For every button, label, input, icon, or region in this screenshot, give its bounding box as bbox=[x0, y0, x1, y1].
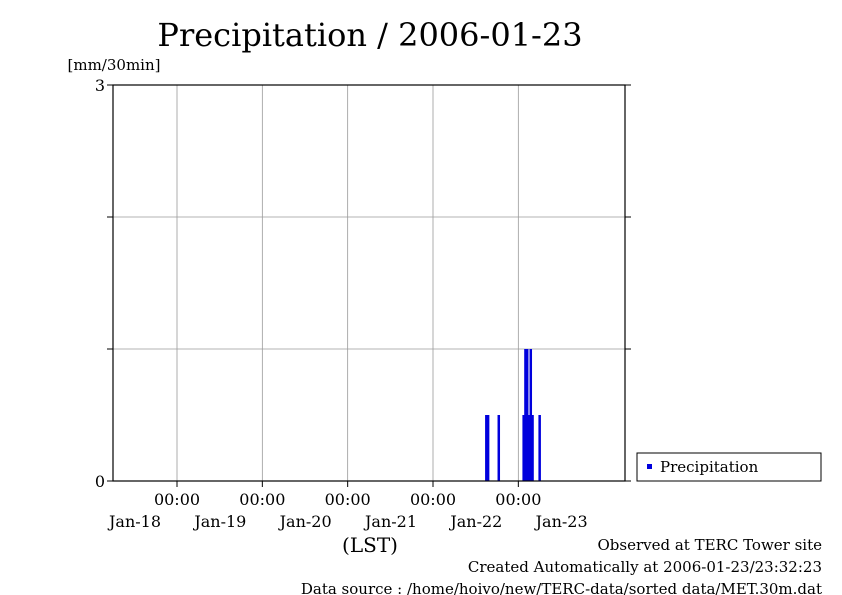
x-tick-label: 00:00 bbox=[325, 490, 371, 509]
precipitation-bar bbox=[524, 349, 527, 481]
legend-entry-precipitation: Precipitation bbox=[660, 458, 759, 476]
date-label: Jan-21 bbox=[363, 512, 417, 531]
legend: Precipitation bbox=[636, 452, 822, 482]
x-tick-label: 00:00 bbox=[154, 490, 200, 509]
y-tick-labels: 03 bbox=[95, 76, 105, 491]
precipitation-bar bbox=[525, 349, 529, 481]
y-tick-label: 0 bbox=[95, 472, 105, 491]
precipitation-bar bbox=[529, 349, 533, 481]
date-labels: Jan-18 Jan-19 Jan-20 Jan-21 Jan-22 Jan-23 bbox=[107, 512, 588, 531]
precipitation-bar bbox=[527, 415, 531, 481]
x-axis-label: (LST) bbox=[342, 533, 398, 557]
date-label: Jan-22 bbox=[448, 512, 502, 531]
precipitation-bar bbox=[486, 415, 490, 481]
source-note: Data source : /home/hoivo/new/TERC-data/… bbox=[301, 580, 822, 595]
x-tick-label: 00:00 bbox=[239, 490, 285, 509]
y-tick-label: 3 bbox=[95, 76, 105, 95]
plot-frame bbox=[112, 84, 626, 482]
observed-note: Observed at TERC Tower site bbox=[597, 536, 822, 554]
date-label: Jan-23 bbox=[534, 512, 588, 531]
date-label: Jan-20 bbox=[278, 512, 332, 531]
precipitation-bar bbox=[522, 415, 525, 481]
precipitation-bar bbox=[531, 415, 534, 481]
x-tick-label: 00:00 bbox=[495, 490, 541, 509]
x-tick-label: 00:00 bbox=[410, 490, 456, 509]
date-label: Jan-19 bbox=[192, 512, 246, 531]
bar-series bbox=[485, 349, 541, 481]
grid-lines bbox=[113, 84, 625, 482]
precipitation-bar bbox=[538, 415, 541, 481]
legend-swatch-precipitation bbox=[647, 464, 652, 469]
chart-title: Precipitation / 2006-01-23 bbox=[157, 16, 582, 54]
legend-box bbox=[636, 452, 822, 482]
precipitation-bar bbox=[485, 415, 488, 481]
y-axis-unit-label: [mm/30min] bbox=[68, 56, 161, 74]
precipitation-bar bbox=[497, 415, 501, 481]
date-label: Jan-18 bbox=[107, 512, 161, 531]
axis-ticks bbox=[107, 84, 631, 487]
x-tick-labels: 00:00 00:00 00:00 00:00 00:00 bbox=[154, 490, 541, 509]
created-note: Created Automatically at 2006-01-23/23:3… bbox=[468, 558, 822, 576]
